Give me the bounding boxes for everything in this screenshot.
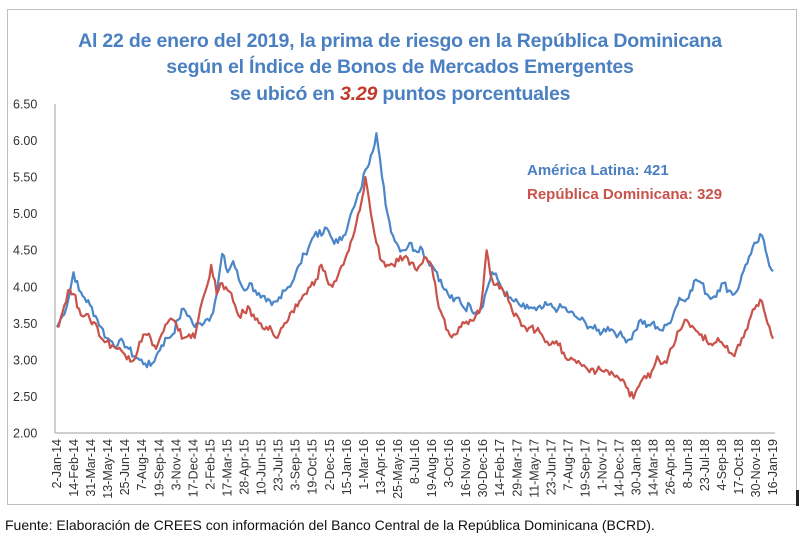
y-tick-label: 3.50: [13, 317, 37, 331]
chart-title-line-3: se ubicó en 3.29 puntos porcentuales: [0, 83, 800, 106]
x-tick-label: 14-Feb-17: [493, 439, 507, 497]
x-tick-label: 30-Nov-18: [749, 439, 763, 497]
x-tick-label: 23-Jun-17: [544, 439, 558, 495]
x-tick-label: 11-May-17: [527, 439, 541, 498]
x-tick-label: 1-Nov-17: [596, 439, 610, 490]
x-tick-label: 3-Sep-15: [289, 439, 303, 490]
x-tick-label: 26-Apr-18: [664, 439, 678, 495]
chart-title-line-2: según el Índice de Bonos de Mercados Eme…: [166, 56, 634, 78]
x-tick-label: 16-Nov-16: [459, 439, 473, 497]
legend-america-latina: América Latina: 421: [527, 162, 669, 179]
title-line3-prefix: se ubicó en: [229, 83, 340, 105]
x-tick-label: 19-Sep-14: [152, 439, 166, 497]
title-line3-suffix: puntos porcentuales: [377, 83, 571, 105]
x-tick-label: 8-Jun-18: [681, 439, 695, 488]
x-tick-label: 25-May-16: [391, 439, 405, 499]
x-tick-label: 4-Sep-18: [715, 439, 729, 490]
x-tick-label: 2-Jan-14: [50, 439, 64, 488]
series-line-republica-dominicana: [56, 176, 775, 400]
x-tick-label: 14-Mar-18: [647, 439, 661, 497]
x-tick-label: 19-Aug-16: [425, 439, 439, 497]
x-tick-label: 8-Jul-16: [408, 439, 422, 484]
x-tick-label: 2-Dec-15: [323, 439, 337, 490]
x-tick-label: 3-Nov-14: [169, 439, 183, 490]
x-tick-label: 19-Sep-17: [578, 439, 592, 497]
x-tick-label: 29-Mar-17: [510, 439, 524, 497]
x-tick-label: 7-Aug-14: [135, 439, 149, 490]
y-tick-label: 6.00: [13, 134, 37, 148]
legend-republica-dominicana: República Dominicana: 329: [527, 186, 723, 203]
x-tick-label: 16-Jan-19: [766, 439, 780, 495]
x-tick-label: 30-Dec-16: [476, 439, 490, 497]
x-tick-label: 23-Jul-18: [698, 439, 712, 491]
title-highlight-value: 3.29: [339, 83, 378, 105]
y-tick-label: 2.50: [13, 390, 37, 404]
frame-edge: [796, 490, 799, 506]
x-axis: 2-Jan-14 14-Feb-14 31-Mar-14 13-May-14 25-Ju…: [50, 432, 780, 499]
x-tick-label: 14-Feb-14: [67, 439, 81, 497]
x-tick-label: 13-May-14: [101, 439, 115, 499]
y-tick-label: 4.50: [13, 244, 37, 258]
y-tick-label: 4.00: [13, 280, 37, 294]
x-tick-label: 19-Oct-15: [306, 439, 320, 495]
x-tick-label: 17-Dec-14: [186, 439, 200, 497]
x-tick-label: 1-Mar-16: [357, 439, 371, 490]
x-tick-label: 25-Jun-14: [118, 439, 132, 495]
y-tick-label: 3.00: [13, 353, 37, 367]
x-tick-label: 15-Jan-16: [340, 439, 354, 495]
x-tick-label: 3-Oct-16: [442, 439, 456, 488]
x-tick-label: 10-Jun-15: [255, 439, 269, 495]
x-tick-label: 7-Aug-17: [561, 439, 575, 490]
x-tick-label: 31-Mar-14: [84, 439, 98, 497]
x-tick-label: 17-Mar-15: [220, 439, 234, 497]
series-group: [56, 132, 775, 400]
y-axis: 2.00 2.50 3.00 3.50 4.00 4.50 5.00 5.50 6.00 6.50: [13, 98, 56, 441]
x-tick-label: 28-Apr-15: [238, 439, 252, 495]
y-tick-label: 2.00: [13, 427, 37, 441]
y-tick-label: 5.00: [13, 207, 37, 221]
y-tick-label: 5.50: [13, 171, 37, 185]
source-note: Fuente: Elaboración de CREES con informa…: [5, 517, 655, 533]
x-tick-label: 23-Jul-15: [272, 439, 286, 491]
x-tick-label: 30-Jan-18: [630, 439, 644, 495]
chart-frame: [7, 9, 797, 505]
series-line-america-latina: [56, 132, 774, 369]
chart-title-line-1: Al 22 de enero del 2019, la prima de rie…: [78, 30, 722, 52]
x-tick-label: 17-Oct-18: [732, 439, 746, 495]
x-tick-label: 2-Feb-15: [203, 439, 217, 490]
y-tick-label: 6.50: [13, 98, 37, 112]
x-tick-label: 14-Dec-17: [613, 439, 627, 497]
x-tick-label: 13-Apr-16: [374, 439, 388, 495]
